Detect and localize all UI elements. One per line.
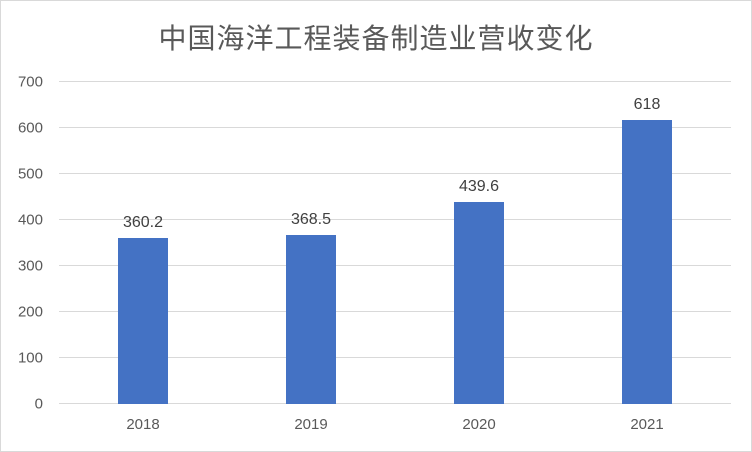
y-axis-tick-label: 100 <box>17 349 43 367</box>
y-axis: 0 100 200 300 400 500 600 700 <box>1 75 47 412</box>
bar-2019[interactable] <box>286 234 336 404</box>
gridline <box>59 357 731 358</box>
bar-value-label: 618 <box>633 95 661 113</box>
gridline <box>59 127 731 128</box>
x-axis-label: 2020 <box>462 416 496 433</box>
x-axis: 2018 2019 2020 2021 <box>59 416 731 434</box>
y-axis-tick-label: 700 <box>17 73 43 91</box>
y-axis-tick-label: 600 <box>17 119 43 137</box>
x-axis-label: 2018 <box>126 416 160 433</box>
bar-2021[interactable] <box>622 119 672 404</box>
bar-value-label: 368.5 <box>290 210 332 228</box>
y-axis-tick-label: 0 <box>34 395 43 413</box>
gridline <box>59 403 731 404</box>
x-axis-label: 2021 <box>630 416 664 433</box>
chart-title: 中国海洋工程装备制造业营收变化 <box>158 23 594 54</box>
gridline <box>59 81 731 82</box>
bar-value-label: 360.2 <box>122 214 164 232</box>
gridline <box>59 173 731 174</box>
plot-area: 360.2 368.5 439.6 618 <box>59 81 731 404</box>
gridline <box>59 265 731 266</box>
gridline <box>59 219 731 220</box>
y-axis-tick-label: 300 <box>17 257 43 275</box>
x-axis-label: 2019 <box>294 416 328 433</box>
y-axis-tick-label: 500 <box>17 165 43 183</box>
bar-2018[interactable] <box>118 238 168 404</box>
bar-value-label: 439.6 <box>458 177 500 195</box>
gridline <box>59 311 731 312</box>
y-axis-tick-label: 400 <box>17 211 43 229</box>
bar-2020[interactable] <box>454 201 504 404</box>
y-axis-tick-label: 200 <box>17 303 43 321</box>
